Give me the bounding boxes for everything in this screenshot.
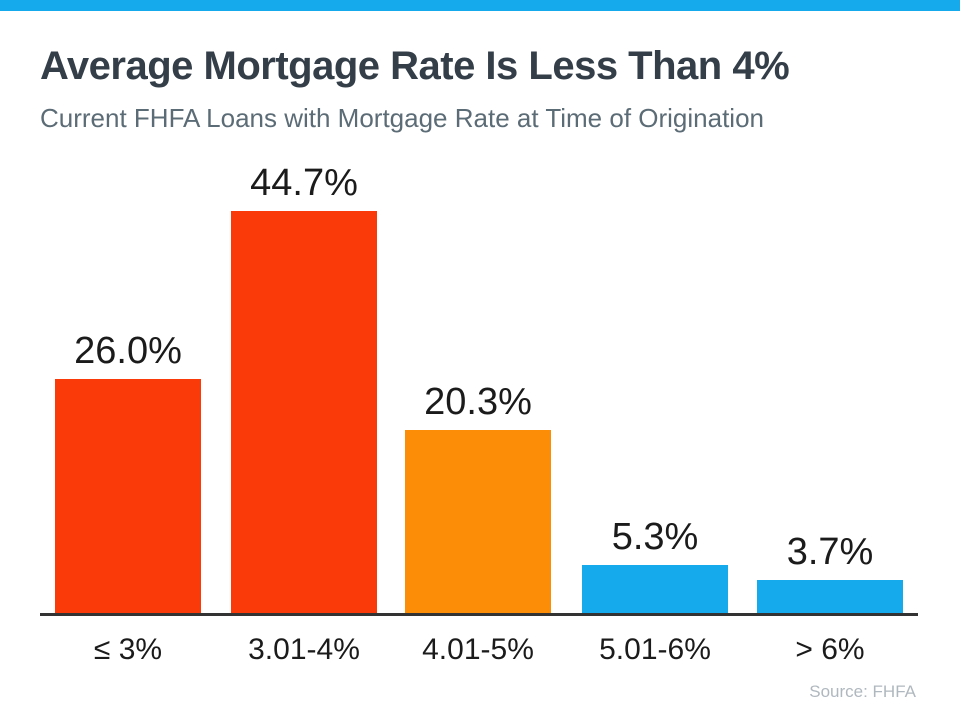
bar	[405, 430, 551, 613]
bar	[757, 580, 903, 613]
bar-group: 5.3% 5.01-6%	[582, 0, 728, 665]
bar-category-label: 3.01-4%	[248, 633, 360, 666]
bar-value-label: 26.0%	[74, 330, 182, 372]
bar-category-label: ≤ 3%	[93, 633, 163, 666]
bar-value-label: 44.7%	[250, 162, 358, 204]
bar-group: 3.7% > 6%	[757, 0, 903, 665]
bar-group: 20.3% 4.01-5%	[405, 0, 551, 665]
bar-group: 44.7% 3.01-4%	[231, 0, 377, 665]
bar-value-label: 3.7%	[786, 531, 874, 573]
page-title: Average Mortgage Rate Is Less Than 4%	[40, 44, 790, 88]
bar-value-label: 5.3%	[611, 516, 699, 558]
bar-category-label: > 6%	[795, 633, 865, 666]
bar	[231, 211, 377, 613]
top-accent-bar	[0, 0, 960, 11]
bar-chart: 26.0% ≤ 3% 44.7% 3.01-4% 20.3% 4.01-5% 5.3% 5.0…	[40, 0, 918, 665]
bar-category-label: 5.01-6%	[599, 633, 711, 666]
bar-group: 26.0% ≤ 3%	[55, 0, 201, 665]
bar-category-label: 4.01-5%	[422, 633, 534, 666]
page-subtitle: Current FHFA Loans with Mortgage Rate at…	[40, 103, 765, 133]
source-note: Source: FHFA	[809, 682, 916, 701]
bar-value-label: 20.3%	[424, 381, 532, 423]
bar	[582, 565, 728, 613]
bar	[55, 379, 201, 613]
